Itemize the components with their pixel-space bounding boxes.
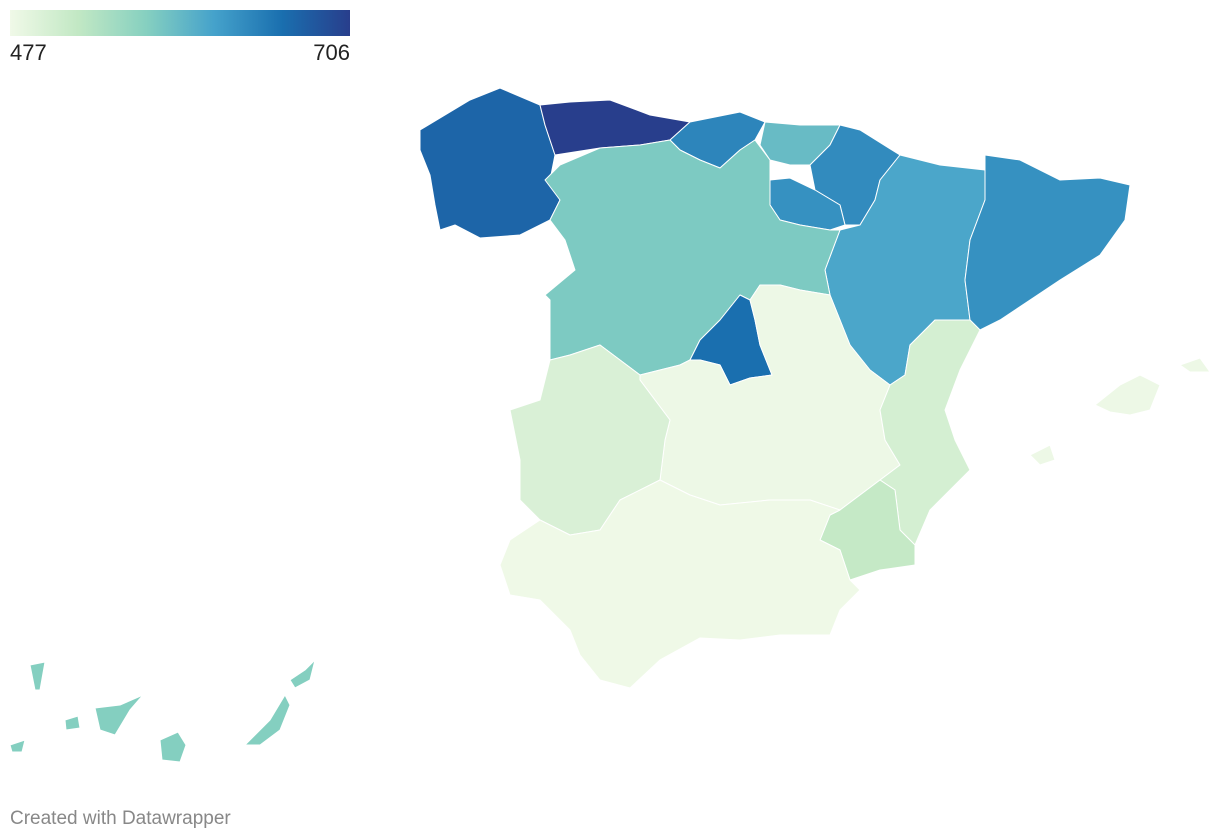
legend-min: 477 — [10, 40, 47, 65]
region — [964, 154, 1131, 331]
region — [419, 87, 561, 239]
region — [499, 479, 861, 689]
region — [9, 659, 316, 763]
regions — [9, 87, 1211, 763]
legend-gradient — [10, 10, 350, 36]
credit: Created with Datawrapper — [10, 808, 231, 829]
legend-max: 706 — [313, 40, 350, 65]
region — [1029, 357, 1211, 466]
